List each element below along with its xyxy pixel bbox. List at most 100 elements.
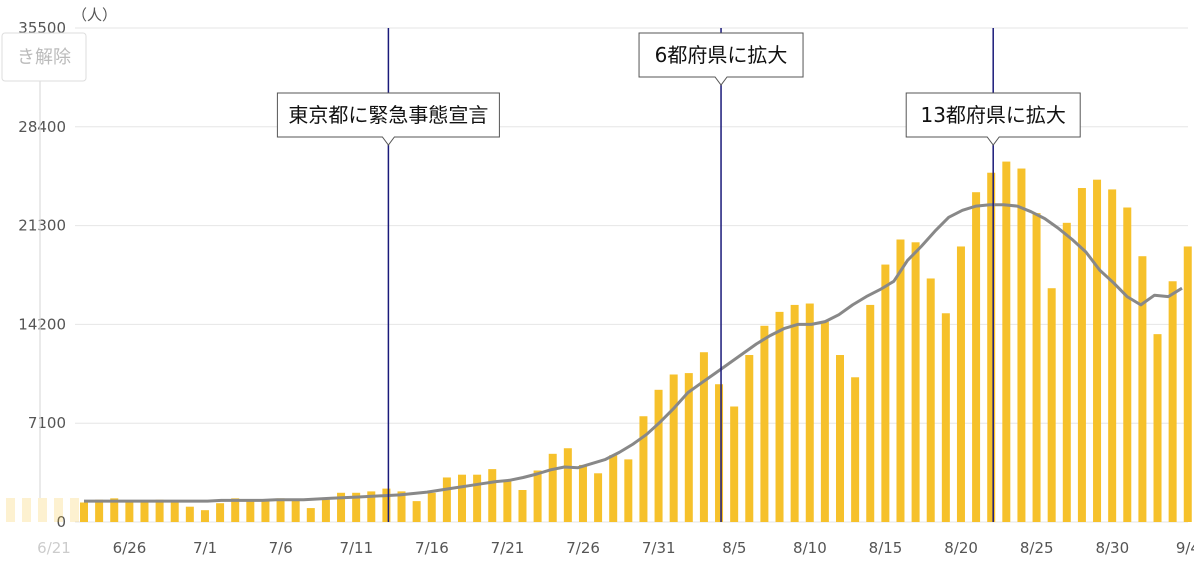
bar [851, 377, 860, 522]
x-tick-label: 7/26 [566, 539, 600, 557]
bar [473, 474, 482, 522]
bar [775, 311, 784, 522]
bar [956, 246, 965, 522]
faded-bar [38, 498, 47, 522]
bar [715, 384, 724, 522]
x-axis: 6/21 6/26 7/1 7/6 7/11 7/16 7/21 7/26 7/31 8/5 8/1… [37, 539, 1194, 557]
bar [337, 492, 346, 522]
x-tick-label: 7/6 [269, 539, 293, 557]
bar [412, 501, 421, 522]
bar [155, 499, 164, 522]
bar [1047, 288, 1056, 522]
faded-bar [54, 498, 63, 522]
bar [866, 304, 875, 522]
moving-average [84, 203, 1183, 503]
bar [185, 506, 194, 522]
bar [972, 192, 981, 522]
faded-bar [6, 498, 15, 522]
y-tick-label: 21300 [18, 217, 66, 235]
bar [578, 464, 587, 522]
bar [216, 503, 225, 522]
bar [548, 453, 557, 522]
event-label: 6都府県に拡大 [655, 43, 788, 67]
x-tick-label: 7/31 [642, 539, 676, 557]
bar [1138, 256, 1147, 522]
bar [563, 448, 572, 522]
bar [805, 303, 814, 522]
x-tick-label: 8/30 [1095, 539, 1129, 557]
bar [1168, 281, 1177, 522]
bar [594, 473, 603, 522]
moving-average-line [84, 203, 1183, 503]
bar [231, 498, 240, 522]
bar [140, 501, 149, 522]
bar [533, 470, 542, 522]
bar [911, 242, 920, 522]
bar [745, 355, 754, 522]
bar [125, 501, 134, 522]
bar [1032, 213, 1041, 522]
bar [1062, 222, 1071, 522]
faded-callout-text: き解除 [17, 47, 71, 68]
x-tick-label: 8/5 [722, 539, 746, 557]
bar [926, 278, 935, 522]
bar [820, 321, 829, 522]
bar [624, 459, 633, 522]
y-tick-label: 28400 [18, 118, 66, 136]
bars: き解除 [1, 32, 1192, 522]
bar [291, 499, 300, 522]
bar [276, 498, 285, 522]
x-tick-label: 7/1 [193, 539, 217, 557]
x-tick-label: 7/16 [415, 539, 449, 557]
event-callout [905, 92, 1081, 146]
bar [1183, 246, 1192, 522]
x-tick-label: 8/20 [944, 539, 978, 557]
bar [246, 499, 255, 522]
x-tick-label: 7/21 [491, 539, 525, 557]
bar [1108, 189, 1117, 522]
bar [488, 469, 497, 522]
faded-bar [70, 498, 79, 522]
bar [442, 477, 451, 522]
event-label: 東京都に緊急事態宣言 [288, 103, 488, 127]
bar [367, 491, 376, 522]
faded-bar [22, 498, 31, 522]
bar [881, 264, 890, 522]
bar [427, 492, 436, 522]
bar [80, 502, 88, 522]
x-tick-label: 8/15 [869, 539, 903, 557]
x-tick-label: 8/25 [1020, 539, 1054, 557]
bar [1002, 161, 1011, 522]
y-unit-label: （人） [72, 6, 117, 24]
event-callout [276, 92, 500, 146]
event-callout [638, 32, 804, 86]
bar [639, 416, 648, 522]
bar [654, 389, 663, 522]
bar [699, 352, 708, 522]
bar [684, 373, 693, 522]
bar [200, 510, 209, 522]
event-label: 13都府県に拡大 [920, 103, 1065, 127]
bar [170, 502, 179, 522]
bar [352, 492, 361, 522]
bar [941, 313, 950, 522]
bar [896, 239, 905, 522]
bar [261, 501, 270, 522]
x-tick-label: 7/11 [339, 539, 373, 557]
bar [790, 304, 799, 522]
bar [1123, 207, 1132, 522]
x-tick-label: 6/21 [37, 539, 71, 557]
bar [987, 172, 996, 522]
x-tick-label: 9/4 [1176, 539, 1194, 557]
x-tick-label: 6/26 [113, 539, 147, 557]
x-tick-label: 8/10 [793, 539, 827, 557]
bar [95, 499, 104, 522]
bar [1077, 188, 1086, 522]
y-tick-label: 0 [56, 513, 66, 531]
bar [669, 374, 678, 522]
bar [1017, 168, 1026, 522]
bar [306, 508, 315, 522]
y-tick-label: 14200 [18, 315, 66, 333]
